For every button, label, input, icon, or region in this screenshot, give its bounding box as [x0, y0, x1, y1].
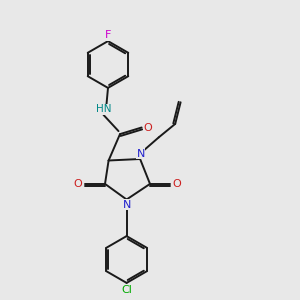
Text: O: O: [73, 179, 82, 189]
Text: O: O: [172, 179, 182, 189]
Text: Cl: Cl: [121, 285, 132, 295]
Text: HN: HN: [96, 104, 111, 115]
Text: N: N: [136, 148, 145, 159]
Text: O: O: [144, 122, 153, 133]
Text: N: N: [122, 200, 131, 210]
Text: F: F: [105, 30, 111, 40]
